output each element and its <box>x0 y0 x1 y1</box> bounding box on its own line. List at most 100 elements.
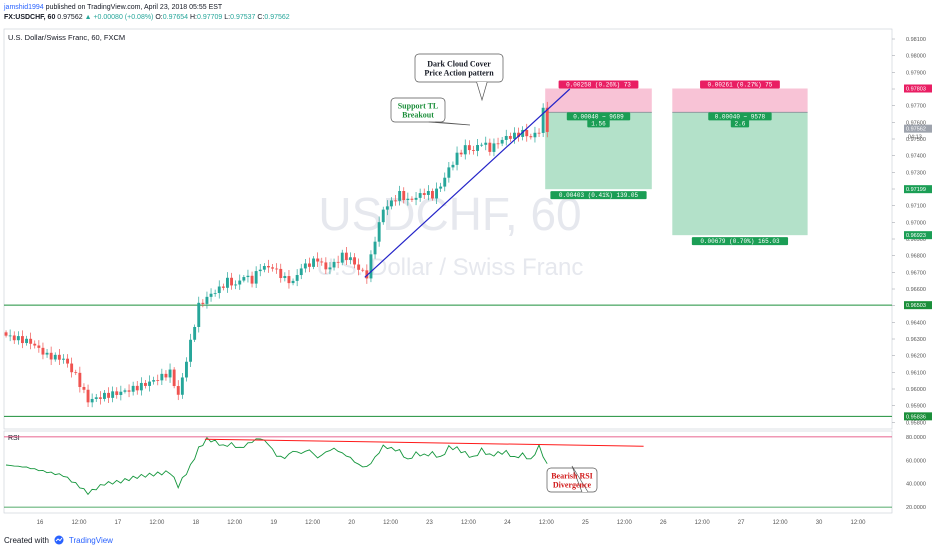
candle-body[interactable] <box>41 347 45 355</box>
candle-body[interactable] <box>525 129 529 137</box>
candle-body[interactable] <box>242 277 246 281</box>
candle-body[interactable] <box>463 145 467 155</box>
candle-body[interactable] <box>312 258 315 267</box>
candle-body[interactable] <box>426 191 430 195</box>
candle-body[interactable] <box>189 339 192 362</box>
candle-body[interactable] <box>66 358 69 364</box>
candle-body[interactable] <box>504 135 508 140</box>
candle-body[interactable] <box>164 373 168 378</box>
candle-body[interactable] <box>152 380 156 382</box>
candle-body[interactable] <box>349 257 352 260</box>
candle-body[interactable] <box>123 390 127 392</box>
candle-body[interactable] <box>340 252 344 263</box>
candle-body[interactable] <box>303 263 307 269</box>
candle-body[interactable] <box>541 107 545 133</box>
candle-body[interactable] <box>488 142 492 152</box>
candle-body[interactable] <box>377 222 381 242</box>
candle-body[interactable] <box>267 266 270 268</box>
candle-body[interactable] <box>496 143 500 145</box>
candle-body[interactable] <box>213 293 217 294</box>
candle-body[interactable] <box>390 200 393 207</box>
candle-body[interactable] <box>74 372 78 374</box>
candle-body[interactable] <box>373 241 377 255</box>
candle-body[interactable] <box>361 269 365 271</box>
candle-body[interactable] <box>172 369 176 387</box>
candle-body[interactable] <box>414 197 418 200</box>
candle-body[interactable] <box>209 293 213 297</box>
stop-loss-zone[interactable] <box>545 88 652 113</box>
candle-body[interactable] <box>168 369 172 378</box>
candle-body[interactable] <box>402 191 406 201</box>
candle-body[interactable] <box>459 152 463 155</box>
candle-body[interactable] <box>439 186 443 189</box>
candle-body[interactable] <box>406 198 410 201</box>
candle-body[interactable] <box>254 271 258 284</box>
candle-body[interactable] <box>4 332 8 336</box>
candle-body[interactable] <box>53 354 57 360</box>
candle-body[interactable] <box>344 252 348 260</box>
candle-body[interactable] <box>451 164 455 168</box>
candle-body[interactable] <box>394 200 397 202</box>
candle-body[interactable] <box>398 191 402 201</box>
candle-body[interactable] <box>217 286 221 294</box>
candle-body[interactable] <box>381 209 385 223</box>
candle-body[interactable] <box>271 267 274 269</box>
candle-body[interactable] <box>49 352 53 360</box>
candle-body[interactable] <box>480 144 484 146</box>
candle-body[interactable] <box>328 267 332 270</box>
candle-body[interactable] <box>365 270 369 279</box>
candle-body[interactable] <box>180 377 184 395</box>
candle-body[interactable] <box>262 266 266 270</box>
candle-body[interactable] <box>160 373 164 381</box>
candle-body[interactable] <box>119 391 123 395</box>
candle-body[interactable] <box>422 193 426 195</box>
candle-body[interactable] <box>197 302 201 327</box>
candle-body[interactable] <box>484 142 488 145</box>
candle-body[interactable] <box>70 363 74 373</box>
take-profit-zone[interactable] <box>672 112 808 236</box>
candle-body[interactable] <box>37 345 41 348</box>
candle-body[interactable] <box>529 136 533 138</box>
candle-body[interactable] <box>131 385 135 392</box>
candle-body[interactable] <box>369 254 373 279</box>
rsi-divergence-line[interactable] <box>204 438 644 447</box>
candle-body[interactable] <box>12 335 16 341</box>
candle-body[interactable] <box>332 261 336 268</box>
candle-body[interactable] <box>492 143 496 152</box>
candle-body[interactable] <box>283 276 287 279</box>
candle-body[interactable] <box>226 277 229 288</box>
candle-body[interactable] <box>94 397 98 399</box>
candle-body[interactable] <box>148 381 151 386</box>
candle-body[interactable] <box>545 107 549 132</box>
candle-body[interactable] <box>98 397 102 399</box>
candle-body[interactable] <box>21 336 24 344</box>
candle-body[interactable] <box>500 139 504 144</box>
candle-body[interactable] <box>78 372 82 387</box>
candle-body[interactable] <box>115 391 119 395</box>
candle-body[interactable] <box>472 150 475 151</box>
candle-body[interactable] <box>521 129 525 137</box>
candle-body[interactable] <box>135 385 139 391</box>
candle-body[interactable] <box>86 389 90 403</box>
candle-body[interactable] <box>435 188 438 199</box>
rsi-line[interactable] <box>5 436 548 496</box>
candle-body[interactable] <box>90 398 94 403</box>
candle-body[interactable] <box>25 338 28 344</box>
candle-body[interactable] <box>144 382 147 386</box>
candle-body[interactable] <box>29 338 33 344</box>
candle-body[interactable] <box>230 277 233 286</box>
support-trendline[interactable] <box>364 88 571 278</box>
candle-body[interactable] <box>299 268 303 276</box>
candle-body[interactable] <box>185 361 188 378</box>
candle-body[interactable] <box>33 343 37 346</box>
author-link[interactable]: jamshid1994 <box>4 4 44 11</box>
candle-body[interactable] <box>250 275 254 284</box>
candle-body[interactable] <box>385 206 389 210</box>
candle-body[interactable] <box>324 262 328 270</box>
candle-body[interactable] <box>410 198 414 200</box>
candle-body[interactable] <box>156 380 160 381</box>
stop-loss-zone[interactable] <box>672 88 808 113</box>
candle-body[interactable] <box>287 276 291 284</box>
candle-body[interactable] <box>107 392 110 398</box>
candle-body[interactable] <box>234 284 238 286</box>
